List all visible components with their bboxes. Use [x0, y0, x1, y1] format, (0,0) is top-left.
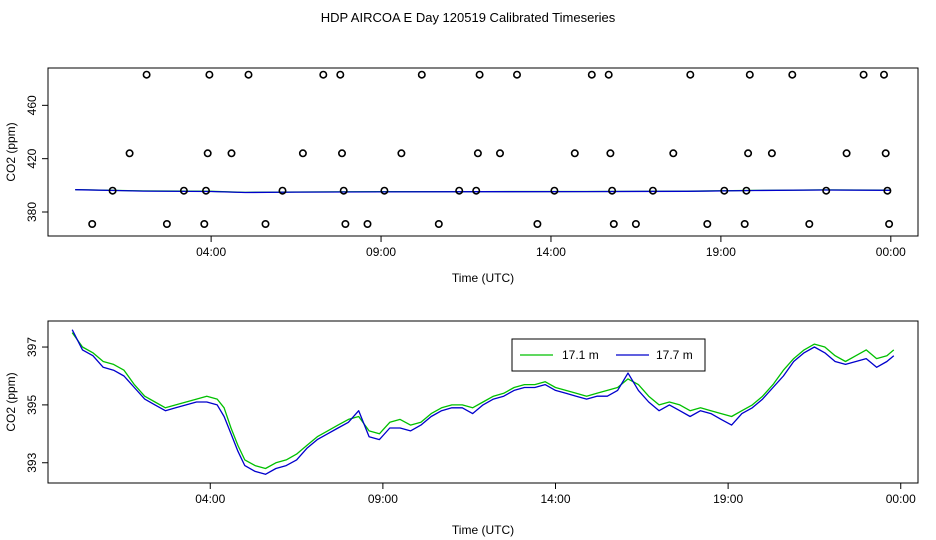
data-point	[767, 149, 776, 158]
data-point	[202, 186, 211, 195]
y-tick-label: 397	[25, 337, 39, 357]
legend-label-17-1m: 17.1 m	[562, 348, 599, 362]
top-y-axis-label: CO2 (ppm)	[4, 122, 18, 181]
data-point	[298, 149, 307, 158]
data-point	[363, 220, 372, 229]
x-tick-label: 14:00	[540, 492, 570, 506]
data-point	[533, 220, 542, 229]
data-point	[608, 186, 617, 195]
data-point	[179, 186, 188, 195]
data-point	[434, 220, 443, 229]
data-point	[587, 70, 596, 79]
data-point	[244, 70, 253, 79]
data-point	[380, 186, 389, 195]
legend-label-17-7m: 17.7 m	[656, 348, 693, 362]
data-point	[227, 149, 236, 158]
bottom-y-axis: 393 395 397	[25, 337, 48, 473]
top-plot-frame	[47, 67, 919, 237]
data-point	[319, 70, 328, 79]
data-point	[669, 149, 678, 158]
y-tick-label: 395	[25, 395, 39, 415]
data-point	[397, 149, 406, 158]
x-tick-label: 04:00	[195, 492, 225, 506]
bottom-panel: 393 395 397 04:00 09:00 14:00 19:00 00:00 Time…	[4, 320, 919, 537]
data-point	[339, 186, 348, 195]
x-tick-label: 19:00	[706, 245, 736, 259]
data-point	[417, 70, 426, 79]
x-tick-label: 19:00	[713, 492, 743, 506]
data-point	[205, 70, 214, 79]
series-line-17-7-m	[71, 329, 895, 475]
x-tick-label: 00:00	[876, 245, 906, 259]
x-tick-label: 09:00	[368, 492, 398, 506]
y-tick-label: 420	[25, 148, 39, 168]
data-point	[475, 70, 484, 79]
data-point	[883, 186, 892, 195]
data-point	[88, 220, 97, 229]
data-point	[606, 149, 615, 158]
data-point	[336, 70, 345, 79]
data-point	[512, 70, 521, 79]
data-point	[495, 149, 504, 158]
bottom-x-axis-label: Time (UTC)	[452, 523, 514, 537]
data-point	[609, 220, 618, 229]
data-point	[125, 149, 134, 158]
data-point	[203, 149, 212, 158]
y-tick-label: 460	[25, 95, 39, 115]
data-point	[742, 186, 751, 195]
data-point	[261, 220, 270, 229]
data-point	[337, 149, 346, 158]
data-point	[648, 186, 657, 195]
data-point	[859, 70, 868, 79]
bottom-plot-frame	[47, 320, 919, 484]
data-point	[142, 70, 151, 79]
data-point	[842, 149, 851, 158]
top-series-lines	[75, 188, 891, 194]
data-point	[162, 220, 171, 229]
data-point	[885, 220, 894, 229]
data-point	[745, 70, 754, 79]
data-point	[788, 70, 797, 79]
y-tick-label: 380	[25, 202, 39, 222]
data-point	[879, 70, 888, 79]
legend: 17.1 m 17.7 m	[511, 338, 706, 372]
bottom-series-lines	[71, 329, 895, 475]
bottom-x-axis: 04:00 09:00 14:00 19:00 00:00	[195, 483, 916, 506]
x-tick-label: 14:00	[536, 245, 566, 259]
top-panel: 380 420 460 04:00 09:00 14:00 19:00 00:00 Time…	[4, 67, 919, 285]
data-point	[200, 220, 209, 229]
data-point	[822, 186, 831, 195]
data-point	[703, 220, 712, 229]
data-point	[108, 186, 117, 195]
x-tick-label: 00:00	[886, 492, 916, 506]
x-tick-label: 09:00	[366, 245, 396, 259]
top-x-axis: 04:00 09:00 14:00 19:00 00:00	[196, 236, 906, 259]
data-point	[604, 70, 613, 79]
data-point	[472, 186, 481, 195]
data-point	[570, 149, 579, 158]
data-point	[473, 149, 482, 158]
data-point	[455, 186, 464, 195]
top-y-axis: 380 420 460	[25, 95, 48, 222]
top-points	[88, 70, 894, 229]
x-tick-label: 04:00	[196, 245, 226, 259]
data-point	[631, 220, 640, 229]
bottom-y-axis-label: CO2 (ppm)	[4, 372, 18, 431]
data-point	[744, 149, 753, 158]
data-point	[805, 220, 814, 229]
data-point	[550, 186, 559, 195]
y-tick-label: 393	[25, 452, 39, 472]
data-point	[341, 220, 350, 229]
data-point	[686, 70, 695, 79]
series-line-blue	[75, 189, 891, 194]
figure-title: HDP AIRCOA E Day 120519 Calibrated Times…	[321, 10, 616, 25]
series-line-17-1-m	[71, 332, 895, 470]
data-point	[881, 149, 890, 158]
data-point	[740, 220, 749, 229]
data-point	[720, 186, 729, 195]
data-point	[278, 186, 287, 195]
top-x-axis-label: Time (UTC)	[452, 271, 514, 285]
